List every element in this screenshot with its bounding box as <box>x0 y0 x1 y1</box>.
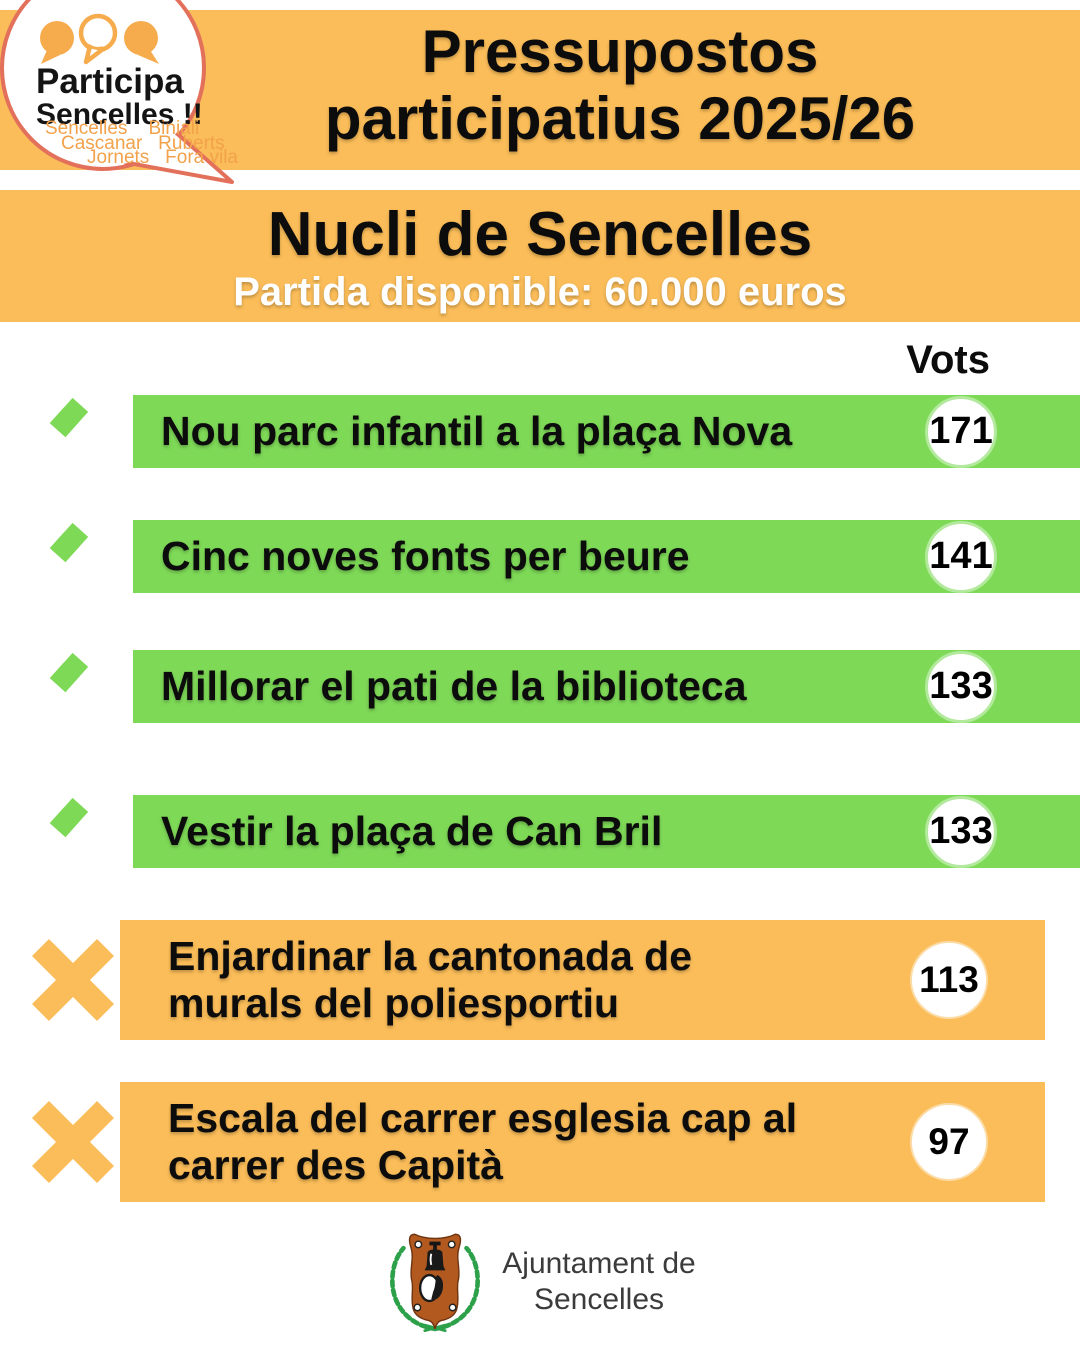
votes-badge: 113 <box>910 941 988 1019</box>
town-crest-icon <box>390 1233 481 1333</box>
footer-org-name: Ajuntament de Sencelles <box>502 1246 695 1318</box>
chat-bubbles-icon <box>40 13 159 65</box>
proposal-row: Millorar el pati de la biblioteca 133 <box>0 650 1080 724</box>
footer: Ajuntament de Sencelles <box>0 1228 1080 1336</box>
proposal-label: Enjardinar la cantonada de murals del po… <box>168 933 693 1026</box>
proposal-bar: Escala del carrer esglesia cap al carrer… <box>120 1082 1045 1202</box>
proposal-bar: Enjardinar la cantonada de murals del po… <box>120 920 1045 1040</box>
proposal-label: Vestir la plaça de Can Bril <box>161 808 663 854</box>
logo-subtitle: Sencelles !! <box>36 98 203 131</box>
votes-badge: 171 <box>925 395 997 468</box>
proposal-label: Nou parc infantil a la plaça Nova <box>161 408 793 454</box>
proposal-bar: Vestir la plaça de Can Bril 133 <box>133 795 1080 868</box>
votes-count: 133 <box>929 810 993 852</box>
proposal-label: Millorar el pati de la biblioteca <box>161 663 747 709</box>
x-icon <box>36 943 110 1017</box>
x-icon <box>36 1105 110 1179</box>
votes-count: 113 <box>919 959 979 1000</box>
proposal-bar: Millorar el pati de la biblioteca 133 <box>133 650 1080 723</box>
page-title: Pressupostos participatius 2025/26 <box>160 18 1080 152</box>
logo-region-line: Jornets Fora vila <box>87 147 238 168</box>
votes-count: 171 <box>929 410 993 452</box>
proposal-label: Escala del carrer esglesia cap al carrer… <box>168 1095 798 1188</box>
logo-title: Participa <box>36 62 184 101</box>
votes-count: 97 <box>928 1121 970 1162</box>
proposal-bar: Nou parc infantil a la plaça Nova 171 <box>133 395 1080 468</box>
votes-count: 133 <box>929 665 993 707</box>
proposal-row: Cinc noves fonts per beure 141 <box>0 520 1080 593</box>
section-title: Nucli de Sencelles <box>267 200 813 269</box>
speech-bubble-icon <box>0 0 234 184</box>
logo-region-line: Sencelles Biniali <box>45 118 200 139</box>
proposal-row: Nou parc infantil a la plaça Nova 171 <box>0 395 1080 468</box>
votes-badge: 133 <box>925 650 997 723</box>
votes-badge: 133 <box>925 795 997 868</box>
votes-badge: 141 <box>925 520 997 593</box>
proposal-bar: Cinc noves fonts per beure 141 <box>133 520 1080 593</box>
page-title-line2: participatius 2025/26 <box>324 85 916 152</box>
footer-org-line2: Sencelles <box>533 1283 665 1316</box>
proposal-row: Escala del carrer esglesia cap al carrer… <box>0 1082 1080 1202</box>
section-band: Nucli de Sencelles Partida disponible: 6… <box>0 190 1080 322</box>
votes-column-header: Vots <box>906 338 990 382</box>
logo-region-line: Cascanar Ruberts <box>61 132 225 154</box>
votes-badge: 97 <box>910 1103 988 1181</box>
proposal-row: Enjardinar la cantonada de murals del po… <box>0 920 1080 1040</box>
section-subtitle: Partida disponible: 60.000 euros <box>233 270 847 314</box>
votes-count: 141 <box>929 535 993 577</box>
check-icon <box>49 397 89 438</box>
participa-sencelles-logo: Participa Sencelles !! Sencelles Biniali… <box>0 0 330 188</box>
check-icon <box>49 522 89 563</box>
check-icon <box>49 797 89 838</box>
proposal-row: Vestir la plaça de Can Bril 133 <box>0 795 1080 868</box>
page-title-line1: Pressupostos <box>421 18 819 85</box>
check-icon <box>49 652 89 693</box>
logo-region-list: Sencelles Biniali Cascanar Ruberts Jorne… <box>45 118 238 168</box>
proposal-label: Cinc noves fonts per beure <box>161 533 690 579</box>
footer-org-line1: Ajuntament de <box>502 1247 696 1280</box>
